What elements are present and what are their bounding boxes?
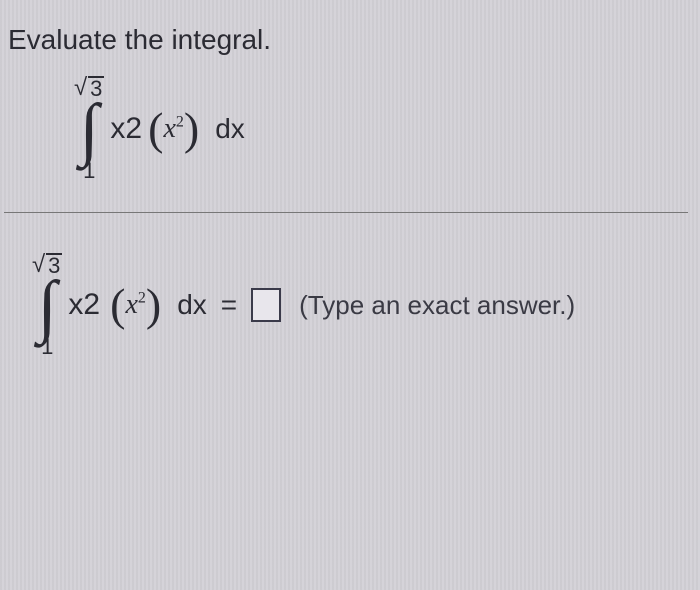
exponent-inner-ans: x2 xyxy=(125,289,145,321)
differential-ans: dx xyxy=(177,289,207,321)
integrand-answer: x2 ( x2 ) dx = (Type an exact answer.) xyxy=(68,288,575,322)
lower-limit: 1 xyxy=(83,160,95,182)
right-paren-icon: ) xyxy=(184,113,199,145)
prompt-text: Evaluate the integral. xyxy=(4,24,688,56)
exponent-group-ans: ( x2 ) xyxy=(110,289,161,321)
problem-content: Evaluate the integral. √3 ∫ 1 x2 ( x2 ) … xyxy=(0,0,700,378)
integral-display-answer: √3 ∫ 1 x2 ( x2 ) dx = (Type an exact ans… xyxy=(4,253,688,359)
answer-hint: (Type an exact answer.) xyxy=(299,290,575,321)
base-factor: x2 xyxy=(110,112,144,146)
exponent-inner: x2 xyxy=(163,113,183,145)
integral-icon: ∫ xyxy=(38,277,57,337)
right-paren-icon: ) xyxy=(146,289,161,321)
exponent-group: ( x2 ) xyxy=(148,113,199,145)
divider xyxy=(4,212,688,213)
left-paren-icon: ( xyxy=(110,289,125,321)
left-paren-icon: ( xyxy=(148,113,163,145)
equals-sign: = xyxy=(221,289,237,321)
integral-sign-group-answer: √3 ∫ 1 xyxy=(32,253,62,359)
integrand: x2 ( x2 ) dx xyxy=(110,112,244,146)
answer-input[interactable] xyxy=(251,288,281,322)
differential: dx xyxy=(215,113,245,145)
integral-sign-group: √3 ∫ 1 xyxy=(74,76,104,182)
base-factor-ans: x2 xyxy=(68,288,102,322)
integral-display-top: √3 ∫ 1 x2 ( x2 ) dx xyxy=(4,76,688,182)
lower-limit-answer: 1 xyxy=(41,336,53,358)
integral-icon: ∫ xyxy=(80,100,99,160)
